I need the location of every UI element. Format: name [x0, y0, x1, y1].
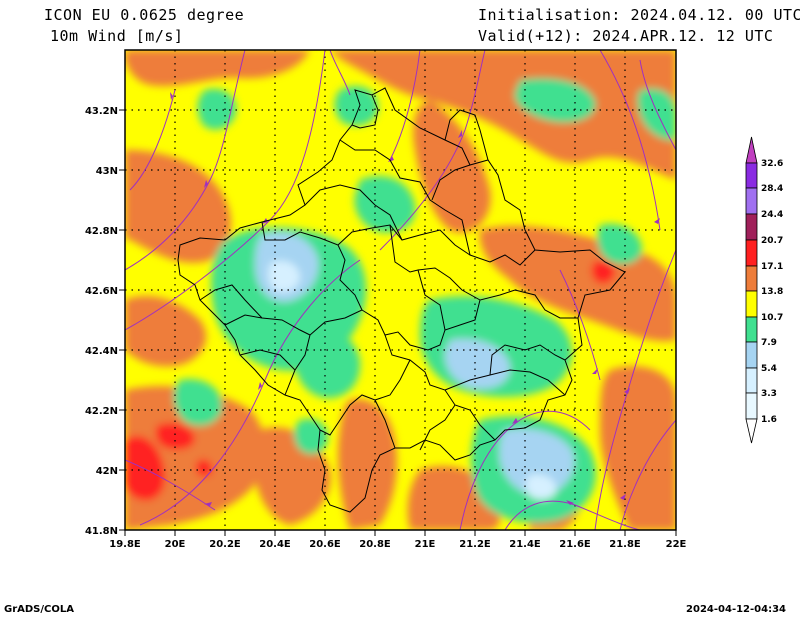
grid-lines	[125, 50, 676, 530]
legend-value: 7.9	[761, 338, 777, 348]
lon-label: 20.4E	[259, 539, 291, 550]
color-legend	[745, 136, 758, 444]
legend-value: 10.7	[761, 313, 783, 323]
lon-labels: 19.8E 20E 20.2E 20.4E 20.6E 20.8E 21E 21…	[109, 539, 686, 550]
init-time: Initialisation: 2024.04.12. 00 UTC	[478, 6, 800, 24]
lon-label: 20.2E	[209, 539, 241, 550]
legend-swatch	[745, 265, 758, 292]
legend-swatch	[745, 187, 758, 215]
lon-label: 20E	[165, 539, 186, 550]
lon-label: 21.6E	[559, 539, 591, 550]
lat-label: 43N	[96, 166, 118, 177]
legend-labels: 32.6 28.4 24.4 20.7 17.1 13.8 10.7 7.9 5…	[761, 159, 783, 425]
legend-swatch	[745, 290, 758, 318]
borders	[177, 87, 626, 513]
legend-value: 20.7	[761, 236, 783, 246]
lat-label: 41.8N	[85, 526, 118, 537]
legend-swatch	[745, 367, 758, 394]
legend-value: 28.4	[761, 184, 783, 194]
legend-swatch	[745, 341, 758, 369]
legend-swatch	[745, 316, 758, 343]
lat-label: 42.6N	[85, 286, 118, 297]
legend-value: 5.4	[761, 364, 777, 374]
legend-bottom-arrow	[745, 418, 758, 444]
legend-value: 3.3	[761, 389, 777, 399]
lat-label: 42.2N	[85, 406, 118, 417]
lon-label: 20.8E	[359, 539, 391, 550]
legend-swatch	[745, 392, 758, 420]
lat-label: 42.4N	[85, 346, 118, 357]
lat-labels: 43.2N 43N 42.8N 42.6N 42.4N 42.2N 42N 41…	[85, 106, 118, 537]
valid-time: Valid(+12): 2024.APR.12. 12 UTC	[478, 27, 774, 45]
lon-label: 21.8E	[609, 539, 641, 550]
model-title: ICON EU 0.0625 degree	[44, 6, 245, 24]
legend-swatch	[745, 213, 758, 241]
lon-label: 21.2E	[459, 539, 491, 550]
legend-value: 24.4	[761, 210, 783, 220]
axis-ticks	[119, 109, 677, 536]
legend-value: 17.1	[761, 262, 783, 272]
legend-top-arrow	[745, 136, 758, 164]
lon-label: 21E	[415, 539, 436, 550]
wind-field	[125, 50, 676, 530]
lat-label: 43.2N	[85, 106, 118, 117]
streamline-arrows	[170, 92, 660, 506]
legend-value: 32.6	[761, 159, 783, 169]
legend-value: 13.8	[761, 287, 783, 297]
streamlines	[125, 50, 676, 530]
lon-label: 22E	[666, 539, 687, 550]
footer-software: GrADS/COLA	[4, 604, 74, 615]
variable-title: 10m Wind [m/s]	[50, 27, 184, 45]
legend-swatch	[745, 162, 758, 189]
lon-label: 21.4E	[509, 539, 541, 550]
lat-label: 42N	[96, 466, 118, 477]
footer-timestamp: 2024-04-12-04:34	[686, 604, 786, 615]
legend-swatch	[745, 239, 758, 267]
lon-label: 19.8E	[109, 539, 141, 550]
lat-label: 42.8N	[85, 226, 118, 237]
legend-value: 1.6	[761, 415, 777, 425]
lon-label: 20.6E	[309, 539, 341, 550]
